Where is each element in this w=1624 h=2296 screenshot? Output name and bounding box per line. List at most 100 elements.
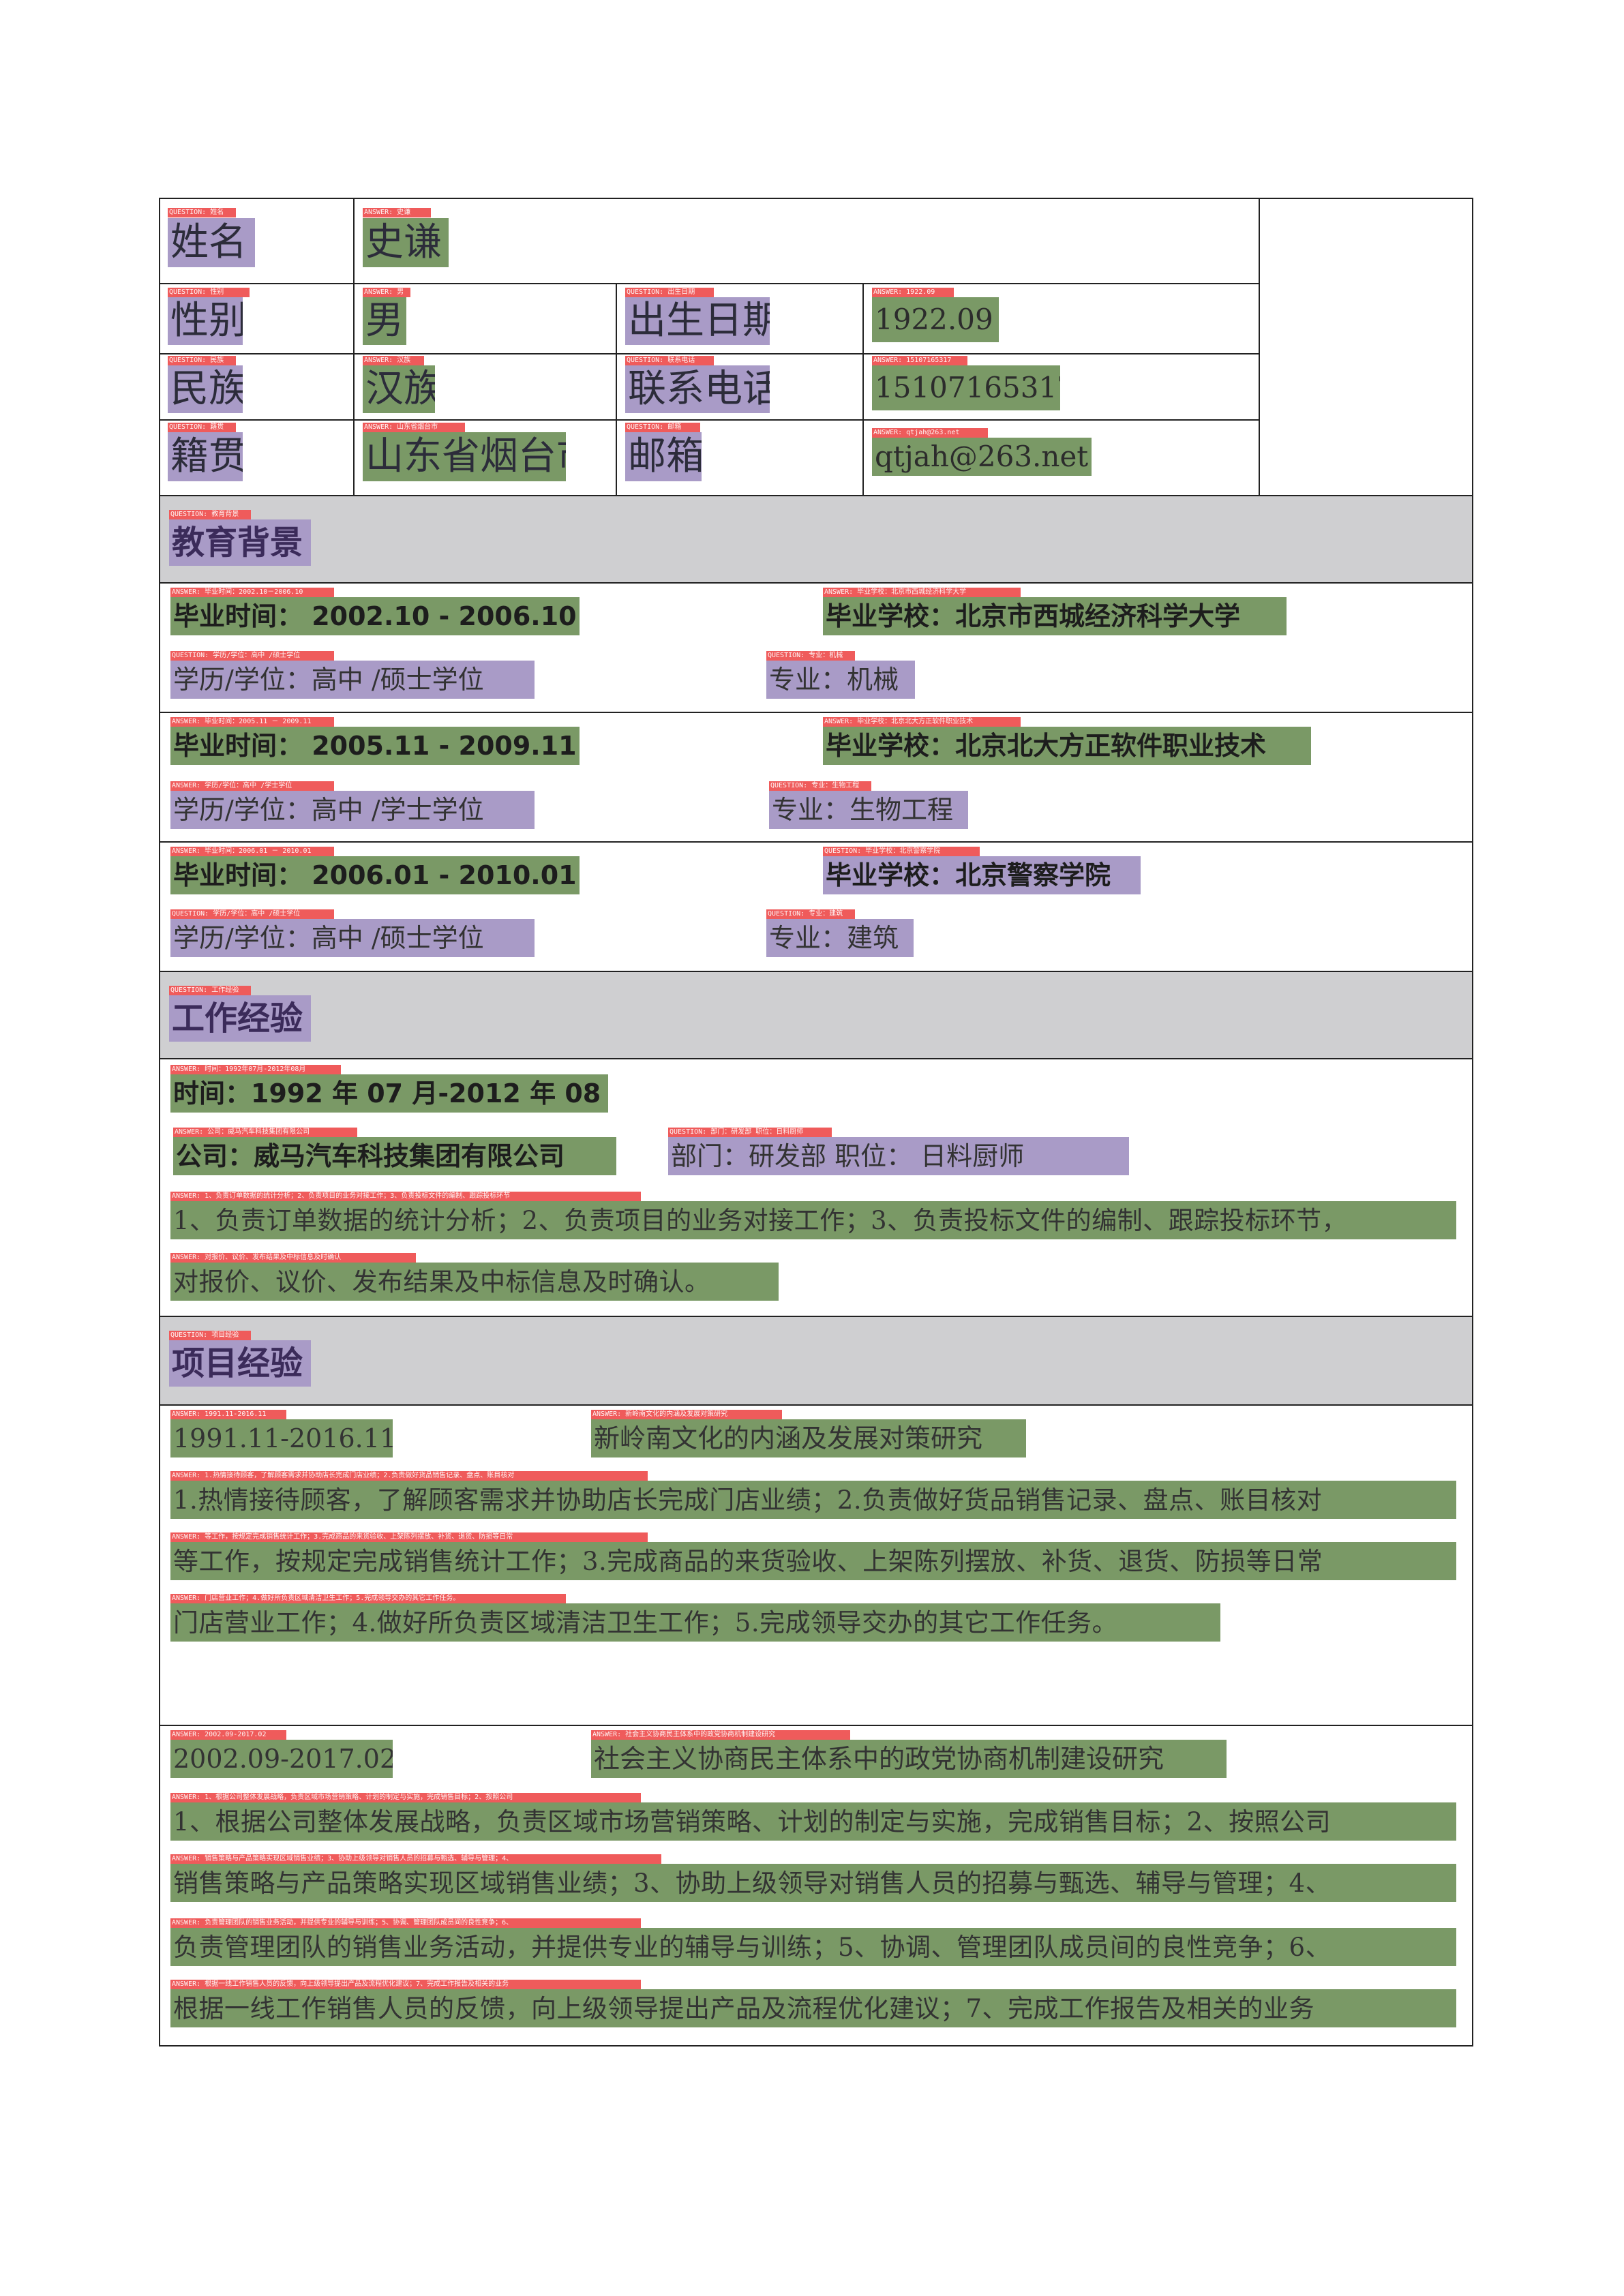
work-title: 工作经验 — [169, 995, 311, 1042]
gender-value: 男 — [363, 297, 406, 345]
answer-tag: ANSWER: 汉族 — [363, 356, 424, 365]
answer-tag: ANSWER: 社会主义协商民主体系中的政党协商机制建设研究 — [591, 1730, 850, 1740]
answer-tag: ANSWER: 1、根据公司整体发展战略，负责区域市场营销策略、计划的制定与实施… — [170, 1793, 641, 1802]
birth-value: 1922.09 — [872, 297, 999, 342]
answer-tag: ANSWER: 毕业学校：北京市西城经济科学大学 — [823, 588, 1021, 597]
edu-1-school: 毕业学校：北京市西城经济科学大学 — [823, 597, 1287, 635]
work-desc-line-2: 对报价、议价、发布结果及中标信息及时确认。 — [170, 1263, 779, 1301]
answer-tag: ANSWER: 等工作，按规定完成销售统计工作；3.完成商品的来货验收、上架陈列… — [170, 1532, 648, 1542]
project-2-line-3: 负责管理团队的销售业务活动，并提供专业的辅导与训练；5、协调、管理团队成员间的良… — [170, 1928, 1456, 1966]
work-time: 时间：1992 年 07 月-2012 年 08 月 — [170, 1074, 608, 1113]
project-2-line-1: 1、根据公司整体发展战略，负责区域市场营销策略、计划的制定与实施，完成销售目标；… — [170, 1802, 1456, 1841]
ethnicity-value: 汉族 — [363, 365, 435, 413]
answer-tag: ANSWER: 学历/学位：高中 /学士学位 — [170, 781, 334, 791]
ethnicity-label: 民族 — [168, 365, 243, 413]
project-1-line-2: 等工作，按规定完成销售统计工作；3.完成商品的来货验收、上架陈列摆放、补货、退货… — [170, 1542, 1456, 1580]
project-1-date: 1991.11-2016.11 — [170, 1419, 393, 1457]
question-tag: QUESTION: 毕业学校：北京警察学院 — [823, 847, 980, 856]
divider — [160, 419, 1259, 421]
hometown-value: 山东省烟台市 — [363, 432, 566, 481]
education-title: 教育背景 — [169, 519, 311, 566]
answer-tag: ANSWER: 男 — [363, 288, 410, 297]
question-tag: QUESTION: 性别 — [168, 288, 250, 297]
project-1-line-3: 门店营业工作；4.做好所负责区域清洁卫生工作；5.完成领导交办的其它工作任务。 — [170, 1603, 1220, 1642]
question-tag: QUESTION: 专业：建筑 — [766, 909, 855, 919]
name-label: 姓名 — [168, 218, 255, 267]
answer-tag: ANSWER: 时间：1992年07月-2012年08月 — [170, 1065, 341, 1074]
answer-tag: ANSWER: 1991.11-2016.11 — [170, 1410, 286, 1419]
name-value: 史谦 — [363, 218, 449, 267]
divider — [160, 841, 1472, 843]
question-tag: QUESTION: 学历/学位：高中 /硕士学位 — [170, 651, 334, 661]
phone-label: 联系电话 — [625, 365, 770, 413]
answer-tag: ANSWER: 1、负责订单数据的统计分析；2、负责项目的业务对接工作；3、负责… — [170, 1192, 641, 1201]
question-tag: QUESTION: 民族 — [168, 356, 236, 365]
section-band-projects — [160, 1317, 1472, 1404]
answer-tag: ANSWER: 负责管理团队的销售业务活动，并提供专业的辅导与训练；5、协调、管… — [170, 1918, 641, 1928]
answer-tag: ANSWER: 15107165317 — [872, 356, 967, 365]
edu-1-time: 毕业时间： 2002.10 - 2006.10 — [170, 597, 580, 635]
work-company: 公司：威马汽车科技集团有限公司 — [173, 1137, 616, 1175]
question-tag: QUESTION: 出生日期 — [625, 288, 714, 297]
question-tag: QUESTION: 联系电话 — [625, 356, 714, 365]
divider — [160, 1058, 1472, 1059]
divider — [160, 1725, 1472, 1726]
answer-tag: ANSWER: 毕业时间：2005.11 － 2009.11 — [170, 717, 334, 727]
edu-1-degree: 学历/学位：高中 /硕士学位 — [170, 661, 535, 699]
project-2-date: 2002.09-2017.02 — [170, 1740, 393, 1778]
edu-2-degree: 学历/学位：高中 /学士学位 — [170, 791, 535, 829]
gender-label: 性别 — [168, 297, 243, 345]
project-2-name: 社会主义协商民主体系中的政党协商机制建设研究 — [591, 1740, 1227, 1778]
question-tag: QUESTION: 姓名 — [168, 208, 236, 217]
question-tag: QUESTION: 专业：生物工程 — [769, 781, 871, 791]
question-tag: QUESTION: 籍贯 — [168, 423, 236, 432]
answer-tag: ANSWER: 毕业学校：北京北大方正软件职业技术 — [823, 717, 1021, 727]
answer-tag: ANSWER: 新岭南文化的内涵及发展对策研究 — [591, 1410, 782, 1419]
answer-tag: ANSWER: 毕业时间：2002.10－2006.10 — [170, 588, 334, 597]
answer-tag: ANSWER: 1.热情接待顾客，了解顾客需求并协助店长完成门店业绩；2.负责做… — [170, 1471, 648, 1481]
question-tag: QUESTION: 专业：机械 — [766, 651, 855, 661]
edu-3-school: 毕业学校：北京警察学院 — [823, 856, 1141, 894]
divider — [160, 495, 1472, 496]
answer-tag: ANSWER: 销售策略与产品策略实现区域销售业绩；3、协助上级领导对销售人员的… — [170, 1854, 661, 1864]
photo-cell-divider — [1259, 199, 1260, 495]
project-1-name: 新岭南文化的内涵及发展对策研究 — [591, 1419, 1026, 1457]
divider — [160, 283, 1259, 284]
answer-tag: ANSWER: 根据一线工作销售人员的反馈，向上级领导提出产品及流程优化建议；7… — [170, 1980, 641, 1989]
project-2-line-4: 根据一线工作销售人员的反馈，向上级领导提出产品及流程优化建议；7、完成工作报告及… — [170, 1989, 1456, 2027]
edu-2-major: 专业：生物工程 — [769, 791, 968, 829]
answer-tag: ANSWER: 公司：威马汽车科技集团有限公司 — [173, 1128, 357, 1137]
email-value: qtjah@263.net — [872, 438, 1092, 476]
answer-tag: ANSWER: 对报价、议价、发布结果及中标信息及时确认 — [170, 1253, 416, 1263]
answer-tag: ANSWER: 2002.09-2017.02 — [170, 1730, 286, 1740]
answer-tag: ANSWER: 山东省烟台市 — [363, 423, 465, 432]
divider — [862, 283, 864, 495]
hometown-label: 籍贯 — [168, 432, 243, 481]
question-tag: QUESTION: 项目经验 — [169, 1331, 251, 1340]
question-tag: QUESTION: 工作经验 — [169, 986, 251, 995]
projects-title: 项目经验 — [169, 1340, 311, 1387]
answer-tag: ANSWER: 史谦 — [363, 208, 431, 217]
divider — [160, 582, 1472, 584]
question-tag: QUESTION: 教育背景 — [169, 510, 251, 519]
answer-tag: ANSWER: 门店营业工作；4.做好所负责区域清洁卫生工作；5.完成领导交办的… — [170, 1594, 566, 1603]
email-label: 邮箱 — [625, 432, 702, 481]
question-tag: QUESTION: 部门：研发部 职位：日料厨师 — [668, 1128, 832, 1137]
edu-3-major: 专业：建筑 — [766, 919, 914, 957]
divider — [616, 283, 617, 495]
phone-value: 15107165317 — [872, 365, 1060, 410]
project-2-line-2: 销售策略与产品策略实现区域销售业绩；3、协助上级领导对销售人员的招募与甄选、辅导… — [170, 1864, 1456, 1902]
answer-tag: ANSWER: 毕业时间：2006.01 － 2010.01 — [170, 847, 334, 856]
answer-tag: ANSWER: qtjah@263.net — [872, 428, 988, 438]
question-tag: QUESTION: 学历/学位：高中 /硕士学位 — [170, 909, 334, 919]
divider — [160, 712, 1472, 713]
divider — [160, 353, 1259, 354]
resume-table — [159, 198, 1473, 2046]
work-dept-position: 部门：研发部 职位： 日料厨师 — [668, 1137, 1129, 1175]
edu-1-major: 专业：机械 — [766, 661, 915, 699]
divider — [353, 199, 355, 495]
answer-tag: ANSWER: 1922.09 — [872, 288, 954, 297]
section-band-education — [160, 496, 1472, 582]
question-tag: QUESTION: 邮箱 — [625, 423, 700, 432]
section-band-work — [160, 972, 1472, 1058]
